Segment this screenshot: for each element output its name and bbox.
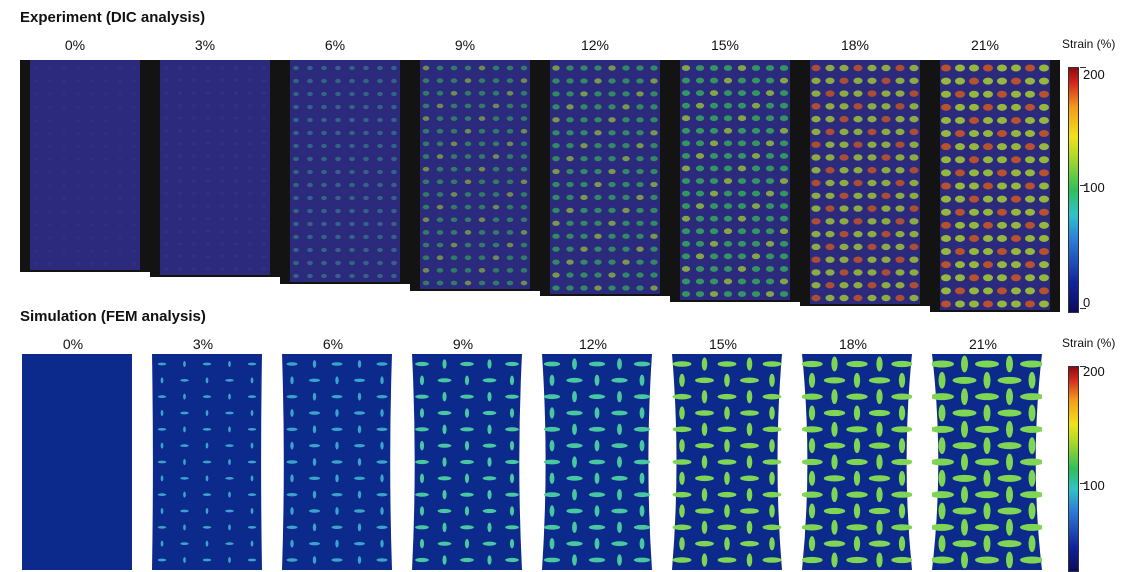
experiment-specimen-image [800, 60, 930, 306]
simulation-specimen-image [412, 354, 522, 570]
experiment-specimen-image [410, 60, 540, 291]
simulation-colorbar-title: Strain (%) [1062, 336, 1116, 350]
experiment-strain-label: 6% [324, 37, 346, 53]
simulation-strain-label: 0% [62, 336, 84, 352]
experiment-specimen-image [540, 60, 670, 296]
experiment-specimen-image [670, 60, 800, 302]
experiment-strain-label: 18% [840, 37, 870, 53]
experiment-strain-label: 3% [194, 37, 216, 53]
experiment-title: Experiment (DIC analysis) [20, 9, 206, 26]
experiment-specimen-image [280, 60, 410, 284]
simulation-specimen-image [802, 354, 912, 570]
simulation-strain-label: 3% [192, 336, 214, 352]
experiment-specimen-image [150, 60, 280, 277]
colorbar-tick-mark [1080, 67, 1086, 68]
experiment-colorbar [1068, 67, 1079, 313]
simulation-colorbar-tick-200: 200 [1083, 364, 1105, 379]
simulation-specimen-image [22, 354, 132, 570]
experiment-row: 0% 3% 6% 9% 12% 15% 18% 21% [20, 37, 1060, 312]
experiment-colorbar-title: Strain (%) [1062, 37, 1116, 51]
experiment-colorbar-tick-200: 200 [1083, 67, 1105, 82]
simulation-strain-label: 6% [322, 336, 344, 352]
simulation-specimen-image [542, 354, 652, 570]
simulation-strain-label: 15% [708, 336, 738, 352]
simulation-specimen-image [152, 354, 262, 570]
colorbar-tick-mark [1080, 185, 1086, 186]
simulation-specimen-image [672, 354, 782, 570]
colorbar-tick-mark [1080, 308, 1086, 309]
experiment-colorbar-tick-0: 0 [1083, 295, 1091, 310]
experiment-strain-label: 0% [64, 37, 86, 53]
simulation-strain-label: 18% [838, 336, 868, 352]
simulation-strain-label: 12% [578, 336, 608, 352]
simulation-title: Simulation (FEM analysis) [20, 308, 206, 325]
experiment-colorbar-tick-100: 100 [1083, 180, 1105, 195]
colorbar-tick-mark [1080, 366, 1086, 367]
simulation-colorbar-tick-100: 100 [1083, 478, 1105, 493]
experiment-strain-label: 15% [710, 37, 740, 53]
experiment-specimen-image [20, 60, 150, 272]
experiment-strain-label: 9% [454, 37, 476, 53]
experiment-specimen-image [930, 60, 1060, 312]
simulation-colorbar [1068, 366, 1079, 572]
simulation-strain-label: 9% [452, 336, 474, 352]
simulation-row: 0% 3% 6% 9% 12% 15% 18% 21% [22, 336, 1042, 570]
experiment-strain-label: 21% [970, 37, 1000, 53]
colorbar-tick-mark [1080, 483, 1086, 484]
simulation-strain-label: 21% [968, 336, 998, 352]
experiment-strain-label: 12% [580, 37, 610, 53]
simulation-specimen-image [932, 354, 1042, 570]
simulation-specimen-image [282, 354, 392, 570]
